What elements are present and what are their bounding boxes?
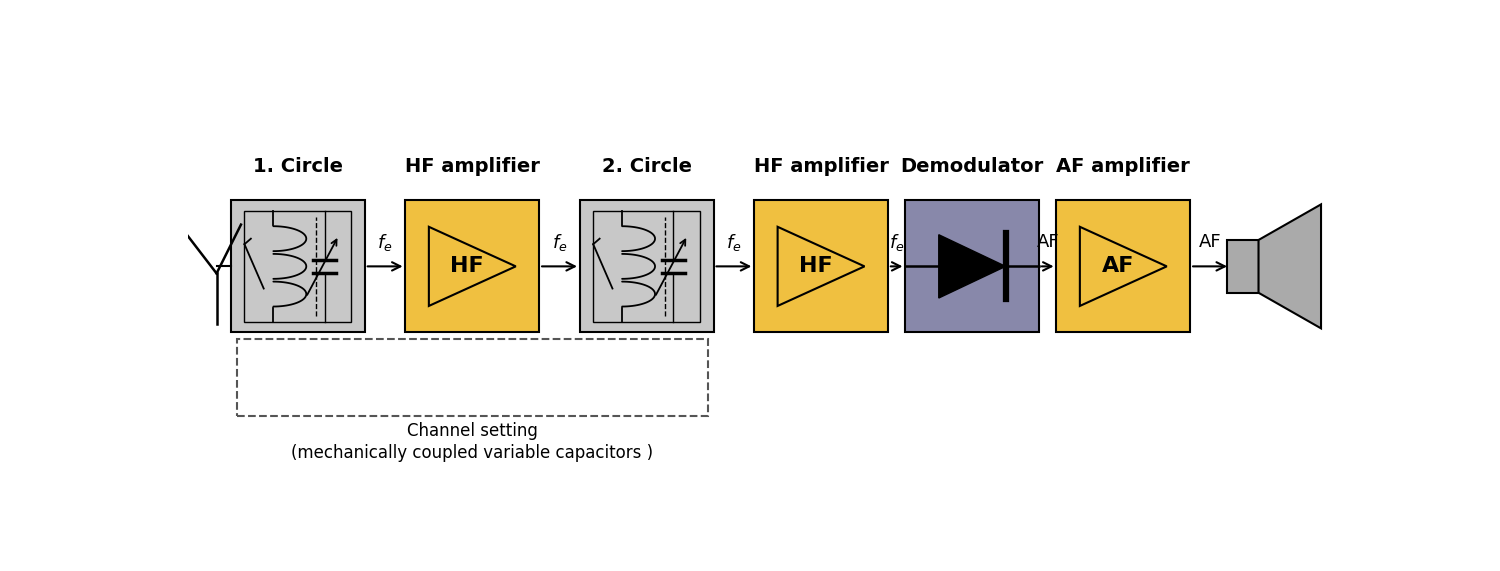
Bar <box>592 211 700 322</box>
Text: $f_e$: $f_e$ <box>552 232 567 253</box>
Text: AF: AF <box>1102 256 1134 276</box>
Text: 2. Circle: 2. Circle <box>602 157 692 176</box>
Text: 1. Circle: 1. Circle <box>254 157 344 176</box>
Text: (mechanically coupled variable capacitors ): (mechanically coupled variable capacitor… <box>291 444 654 463</box>
Text: Demodulator: Demodulator <box>900 157 1044 176</box>
Polygon shape <box>1258 204 1322 328</box>
Text: Channel setting: Channel setting <box>406 423 537 440</box>
Bar <box>906 200 1040 332</box>
Text: AF: AF <box>1198 233 1221 251</box>
Text: $f_e$: $f_e$ <box>890 232 904 253</box>
Polygon shape <box>939 235 1005 298</box>
Bar <box>754 200 888 332</box>
Bar <box>405 200 538 332</box>
Text: HF amplifier: HF amplifier <box>405 157 540 176</box>
Text: $f_e$: $f_e$ <box>378 232 393 253</box>
Bar <box>1056 200 1190 332</box>
Bar <box>1227 240 1258 293</box>
Bar <box>231 200 364 332</box>
Bar <box>237 339 708 416</box>
Text: $f_e$: $f_e$ <box>726 232 741 253</box>
Text: HF: HF <box>450 256 484 276</box>
Text: AF amplifier: AF amplifier <box>1056 157 1190 176</box>
Bar <box>580 200 714 332</box>
Text: HF: HF <box>800 256 832 276</box>
Text: AF: AF <box>1036 233 1059 251</box>
Text: HF amplifier: HF amplifier <box>753 157 888 176</box>
Bar <box>244 211 351 322</box>
